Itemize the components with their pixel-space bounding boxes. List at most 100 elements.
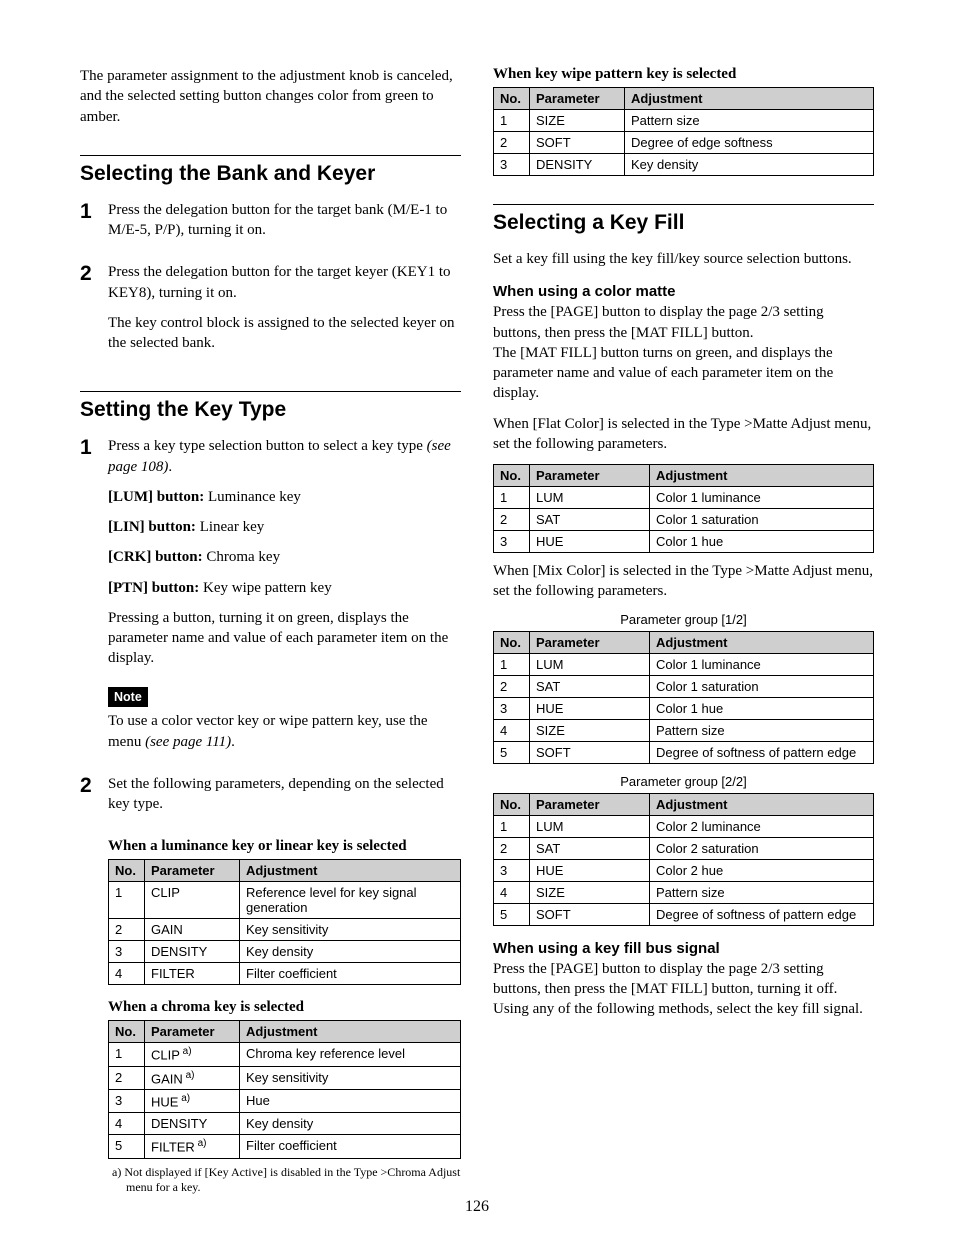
table-row: 5SOFTDegree of softness of pattern edge — [494, 741, 874, 763]
subheading-matte: When using a color matte — [493, 283, 874, 300]
cell-no: 4 — [109, 1113, 145, 1135]
cell-param: HUE a) — [145, 1090, 240, 1113]
cell-no: 5 — [494, 903, 530, 925]
cell-no: 5 — [109, 1135, 145, 1158]
cell-adj: Color 2 hue — [650, 859, 874, 881]
table-row: 3HUEColor 1 hue — [494, 531, 874, 553]
table-row: 5SOFTDegree of softness of pattern edge — [494, 903, 874, 925]
table-row: 1CLIPReference level for key signal gene… — [109, 882, 461, 919]
cell-no: 2 — [109, 1066, 145, 1089]
table-row: 4SIZEPattern size — [494, 719, 874, 741]
note-badge: Note — [108, 687, 148, 708]
cell-adj: Hue — [240, 1090, 461, 1113]
th-adj: Adjustment — [650, 465, 874, 487]
button-label: [LUM] button: — [108, 489, 208, 505]
intro-paragraph: The parameter assignment to the adjustme… — [80, 66, 461, 127]
step-number: 1 — [80, 436, 98, 762]
page: The parameter assignment to the adjustme… — [0, 0, 954, 1244]
th-no: No. — [494, 88, 530, 110]
cell-param: DENSITY — [145, 1113, 240, 1135]
page-number: 126 — [0, 1198, 954, 1216]
two-column-layout: The parameter assignment to the adjustme… — [80, 66, 874, 1196]
subheading-wipe: When key wipe pattern key is selected — [493, 66, 874, 83]
heading-key-fill: Selecting a Key Fill — [493, 204, 874, 235]
th-adj: Adjustment — [650, 631, 874, 653]
tbody-mix1: 1LUMColor 1 luminance2SATColor 1 saturat… — [494, 653, 874, 763]
cell-param: GAIN a) — [145, 1066, 240, 1089]
step-number: 2 — [80, 262, 98, 363]
cell-param: LUM — [530, 815, 650, 837]
step-body: Press a key type selection button to sel… — [108, 436, 461, 762]
th-no: No. — [494, 793, 530, 815]
th-adj: Adjustment — [240, 1021, 461, 1043]
cell-no: 5 — [494, 741, 530, 763]
cell-adj: Filter coefficient — [240, 1135, 461, 1158]
cell-no: 4 — [494, 881, 530, 903]
cell-param: DENSITY — [145, 941, 240, 963]
table-row: 1SIZEPattern size — [494, 110, 874, 132]
tbody-flat: 1LUMColor 1 luminance2SATColor 1 saturat… — [494, 487, 874, 553]
table-row: 3DENSITYKey density — [494, 154, 874, 176]
cell-param: SIZE — [530, 719, 650, 741]
bank-steps-list: 1 Press the delegation button for the ta… — [80, 200, 461, 364]
th-param: Parameter — [145, 1021, 240, 1043]
cell-param: GAIN — [145, 919, 240, 941]
table-row: 3HUEColor 2 hue — [494, 859, 874, 881]
cell-no: 2 — [494, 132, 530, 154]
cell-param: CLIP a) — [145, 1043, 240, 1066]
keyfill-intro: Set a key fill using the key fill/key so… — [493, 249, 874, 269]
table-row: 2SATColor 1 saturation — [494, 509, 874, 531]
step-body: Press the delegation button for the targ… — [108, 200, 461, 251]
cell-param: CLIP — [145, 882, 240, 919]
page-ref: (see page 111) — [145, 734, 231, 750]
heading-bank-keyer: Selecting the Bank and Keyer — [80, 155, 461, 186]
cell-adj: Degree of edge softness — [625, 132, 874, 154]
button-desc: Linear key — [200, 519, 265, 535]
cell-no: 4 — [494, 719, 530, 741]
cell-param: LUM — [530, 487, 650, 509]
button-desc: Luminance key — [208, 489, 301, 505]
th-no: No. — [109, 860, 145, 882]
tbody-luminance: 1CLIPReference level for key signal gene… — [109, 882, 461, 985]
cell-param: SIZE — [530, 110, 625, 132]
cell-param: LUM — [530, 653, 650, 675]
cell-adj: Chroma key reference level — [240, 1043, 461, 1066]
step-number: 2 — [80, 774, 98, 825]
matte-flat: When [Flat Color] is selected in the Typ… — [493, 414, 874, 455]
cell-param: HUE — [530, 859, 650, 881]
table-row: 4DENSITYKey density — [109, 1113, 461, 1135]
cell-no: 3 — [109, 1090, 145, 1113]
step-body: Set the following parameters, depending … — [108, 774, 461, 825]
cell-no: 3 — [494, 531, 530, 553]
cell-adj: Degree of softness of pattern edge — [650, 741, 874, 763]
tbody-wipe: 1SIZEPattern size2SOFTDegree of edge sof… — [494, 110, 874, 176]
cell-adj: Filter coefficient — [240, 963, 461, 985]
cell-adj: Degree of softness of pattern edge — [650, 903, 874, 925]
cell-adj: Color 2 luminance — [650, 815, 874, 837]
th-no: No. — [494, 465, 530, 487]
table-row: 3HUEColor 1 hue — [494, 697, 874, 719]
text-frag: . — [231, 734, 235, 750]
cell-param: SAT — [530, 509, 650, 531]
cell-param: SOFT — [530, 741, 650, 763]
subheading-bus: When using a key fill bus signal — [493, 940, 874, 957]
table-row: 1CLIP a)Chroma key reference level — [109, 1043, 461, 1066]
button-def: [LUM] button: Luminance key — [108, 487, 461, 507]
button-label: [CRK] button: — [108, 549, 206, 565]
matte-mix: When [Mix Color] is selected in the Type… — [493, 561, 874, 602]
left-column: The parameter assignment to the adjustme… — [80, 66, 461, 1196]
cell-param: HUE — [530, 697, 650, 719]
cell-adj: Key sensitivity — [240, 919, 461, 941]
subheading-lum: When a luminance key or linear key is se… — [108, 838, 461, 855]
cell-param: SAT — [530, 837, 650, 859]
cell-adj: Pattern size — [625, 110, 874, 132]
button-desc: Chroma key — [206, 549, 280, 565]
cell-no: 3 — [494, 859, 530, 881]
list-item: 1 Press a key type selection button to s… — [80, 436, 461, 762]
cell-param: FILTER — [145, 963, 240, 985]
table-row: 5FILTER a)Filter coefficient — [109, 1135, 461, 1158]
table-wipe: No. Parameter Adjustment 1SIZEPattern si… — [493, 87, 874, 176]
step-text: Press the delegation button for the targ… — [108, 200, 461, 241]
cell-no: 2 — [494, 837, 530, 859]
cell-param: SAT — [530, 675, 650, 697]
